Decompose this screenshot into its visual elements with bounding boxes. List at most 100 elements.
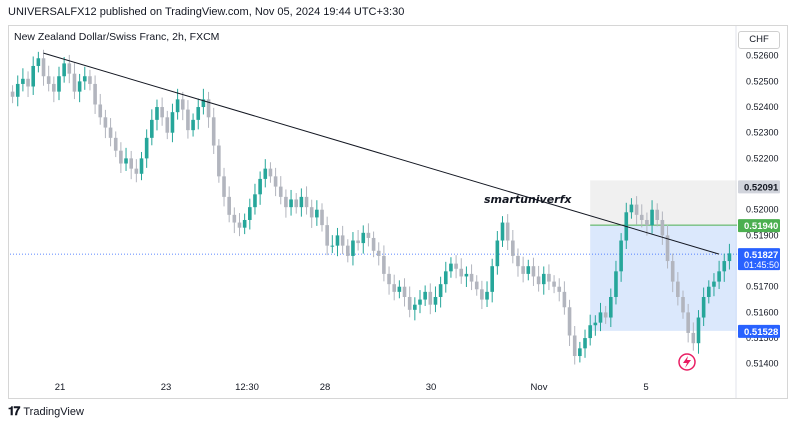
candle-body (526, 266, 531, 274)
candle-body (62, 63, 66, 77)
candle-body (351, 240, 355, 256)
candle-body (639, 214, 644, 220)
candle-body (433, 296, 438, 305)
candle-body (418, 299, 422, 305)
candle-body (304, 196, 309, 208)
tradingview-brand: TradingView (23, 405, 84, 418)
lower-price-label-bg (738, 324, 780, 338)
candle-body (242, 219, 247, 228)
candle-body (237, 222, 242, 228)
candle-body (495, 240, 500, 267)
candle-body (397, 286, 402, 292)
candle-body (505, 222, 510, 241)
candle-body (588, 325, 592, 339)
target-price-label: 0.51940 (744, 221, 778, 232)
candle-body (289, 199, 293, 208)
candle-body (712, 281, 716, 287)
candle-body (330, 245, 335, 247)
candle-body (77, 81, 82, 92)
current-price-label-countdown: 01:45:50 (744, 260, 779, 270)
currency-badge[interactable]: CHF (738, 31, 780, 49)
candle-body (619, 240, 623, 272)
candle-body (160, 107, 164, 118)
candle-body (253, 194, 257, 208)
candle-body (531, 266, 536, 277)
stop-price-label: 0.52091 (744, 182, 779, 193)
x-tick-label: 23 (161, 382, 172, 393)
y-tick-label: 0.51900 (746, 230, 779, 240)
candle-body (325, 225, 329, 246)
candle-body (356, 240, 360, 244)
candle-body (655, 209, 660, 220)
candle-body (567, 307, 572, 336)
candle-body (191, 119, 195, 131)
candle-body (511, 240, 515, 256)
lightning-icon-ring (678, 353, 696, 371)
candle-body (26, 78, 30, 87)
candle-body (449, 263, 453, 272)
stop-price-label-bg (738, 180, 780, 194)
candle-body (248, 207, 252, 220)
candle-body (603, 312, 608, 318)
candle-body (443, 271, 448, 285)
candle-body (232, 214, 237, 223)
candle-body (727, 253, 732, 262)
candle-body (681, 296, 685, 313)
candle-body (552, 281, 556, 287)
candle-body (67, 63, 72, 74)
tradingview-logo[interactable]: 𝟏𝟕 TradingView (8, 404, 84, 419)
y-tick-label: 0.52500 (746, 76, 779, 86)
candle-body (500, 222, 505, 241)
y-tick-label: 0.52400 (746, 102, 779, 112)
candle-body (691, 332, 696, 344)
x-tick-label: 28 (320, 382, 331, 393)
target-price-label-bg (738, 219, 780, 233)
candle-body (717, 271, 721, 282)
candle-body (583, 338, 587, 349)
candle-body (557, 286, 562, 292)
candle-body (634, 204, 639, 215)
candle-body (562, 291, 567, 308)
candle-body (485, 291, 489, 300)
candle-body (103, 117, 108, 128)
candle-body (413, 304, 417, 310)
candle-body (98, 104, 103, 118)
candle-body (572, 335, 577, 357)
stop-zone (590, 180, 737, 226)
candle-body (113, 137, 118, 151)
candle-body (722, 261, 727, 272)
symbol-title[interactable]: New Zealand Dollar/Swiss Franc, 2h, FXCM (14, 31, 220, 43)
candle-body (676, 281, 680, 297)
trendline (43, 52, 720, 255)
candle-body (41, 58, 46, 77)
candle-body (469, 273, 474, 282)
candle-body (315, 209, 319, 218)
candle-body (139, 158, 144, 174)
x-tick-label: 21 (55, 382, 66, 393)
candle-body (222, 176, 226, 197)
current-price-label-bg (738, 248, 780, 271)
y-tick-label: 0.52000 (746, 205, 779, 215)
candle-body (15, 83, 20, 97)
y-tick-label: 0.51400 (746, 359, 779, 369)
lightning-icon (683, 356, 691, 368)
candle-body (36, 58, 41, 66)
candle-body (294, 199, 299, 208)
candle-body (402, 286, 407, 297)
candle-body (299, 196, 304, 208)
candle-body (227, 196, 231, 215)
candle-body (129, 158, 133, 169)
candle-body (371, 237, 376, 251)
candle-body (392, 284, 397, 292)
candle-body (150, 119, 154, 138)
candle-body (650, 209, 654, 226)
candle-body (660, 219, 665, 236)
x-tick-label: Nov (531, 382, 548, 393)
candle-body (541, 273, 546, 285)
candle-body (696, 317, 701, 344)
y-tick-label: 0.51700 (746, 282, 779, 292)
candle-body (423, 291, 427, 300)
candle-body (320, 209, 324, 226)
candle-body (474, 281, 479, 290)
